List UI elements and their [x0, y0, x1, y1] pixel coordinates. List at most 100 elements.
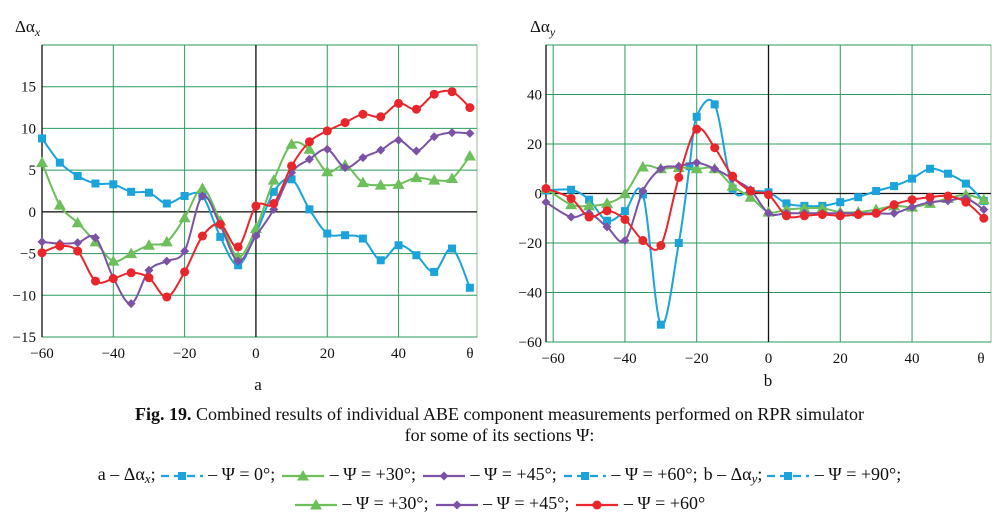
data-point — [465, 128, 475, 138]
data-point — [251, 201, 261, 211]
legend-item: – Ψ = +60° — [575, 491, 705, 515]
legend-symbol-triangle — [282, 469, 325, 481]
x-tick-label: 0 — [252, 346, 260, 362]
legend-symbol-square — [563, 471, 606, 480]
legend-marker — [592, 500, 602, 510]
x-tick-label: 20 — [320, 346, 335, 362]
data-point — [71, 216, 84, 228]
data-point — [692, 112, 701, 121]
chart-a-delta-alpha-x: −15 −10 −5 0 5 10 15 −60 −40 −20 0 20 40 θ Δαx a — [13, 17, 478, 394]
data-point — [125, 247, 138, 259]
y-tick-label: 10 — [21, 121, 36, 137]
legend-label: – Ψ = +45°; — [466, 464, 557, 484]
data-point — [376, 112, 386, 122]
legend-prefix-sub: x — [144, 471, 151, 486]
data-point — [447, 128, 457, 138]
data-point — [726, 180, 739, 191]
data-point — [358, 153, 368, 163]
x-tick-label: −20 — [685, 351, 708, 367]
x-tick-label: −40 — [613, 351, 636, 367]
legend-item: a – Δαx; – Ψ = 0°; — [98, 462, 275, 491]
data-point — [323, 229, 332, 238]
data-point — [447, 87, 457, 97]
y-tick-label: −40 — [519, 286, 542, 302]
x-tick-label: 0 — [765, 351, 773, 367]
data-point — [410, 171, 423, 183]
legend-row-2: – Ψ = +30°; – Ψ = +45°; – Ψ = +60° — [0, 491, 999, 515]
data-point — [429, 89, 439, 99]
data-point — [144, 265, 154, 275]
data-point — [620, 236, 630, 246]
data-point — [180, 192, 189, 201]
data-point — [541, 184, 551, 194]
data-point — [376, 145, 386, 155]
data-point — [566, 193, 576, 203]
legend-panel-prefix: b – Δαy; — [704, 464, 763, 486]
data-point — [287, 161, 297, 171]
data-point — [764, 208, 773, 218]
data-point — [269, 199, 279, 209]
data-point — [871, 208, 881, 218]
data-point — [267, 174, 280, 185]
data-point — [674, 172, 684, 182]
x-axis-label: θ — [977, 351, 984, 367]
y-tick-label: −15 — [13, 330, 36, 346]
data-point — [429, 132, 439, 142]
data-point — [782, 199, 791, 208]
data-point — [602, 222, 612, 232]
legend-label: – Ψ = +60° — [619, 493, 706, 513]
x-tick-label: −20 — [173, 346, 196, 362]
data-point — [636, 161, 649, 172]
data-point — [674, 239, 683, 247]
data-point — [394, 98, 404, 108]
data-point — [55, 158, 64, 167]
data-point — [746, 186, 756, 196]
data-point — [656, 240, 666, 250]
data-point — [979, 205, 989, 215]
legend-item: – Ψ = +30°; — [294, 491, 429, 515]
data-point — [943, 191, 953, 201]
legend-item: – Ψ = +60°; — [563, 462, 698, 486]
data-point — [690, 162, 703, 174]
legend-marker — [297, 469, 310, 481]
data-point — [180, 246, 190, 256]
series-circle-e8262b — [37, 87, 475, 302]
legend-item: – Ψ = +45°; — [422, 462, 557, 486]
data-point — [73, 246, 83, 256]
data-point — [565, 198, 578, 210]
data-point — [392, 178, 405, 189]
x-tick-label: 40 — [391, 346, 406, 362]
data-point — [692, 158, 702, 168]
data-point — [566, 212, 576, 222]
data-point — [358, 234, 367, 243]
data-point — [38, 134, 46, 143]
data-point — [126, 299, 136, 309]
panel-label: b — [764, 371, 773, 390]
data-point — [890, 182, 899, 191]
legend-symbol-circle — [576, 500, 619, 510]
legend-symbol-diamond — [423, 471, 466, 481]
legend-symbol-square — [160, 471, 203, 480]
data-point — [448, 244, 457, 253]
legend-symbol-diamond — [435, 500, 478, 510]
data-point — [854, 193, 863, 202]
legend: a – Δαx; – Ψ = 0°; – Ψ = +30°; – Ψ = +45… — [0, 462, 999, 515]
data-point — [162, 292, 172, 302]
data-point — [710, 143, 720, 153]
data-point — [428, 174, 441, 185]
data-point — [144, 273, 154, 283]
data-point — [835, 211, 845, 221]
legend-symbol-triangle — [294, 498, 337, 510]
data-point — [584, 212, 594, 222]
legend-label: – Ψ = 0°; — [203, 464, 276, 484]
data-point — [287, 175, 296, 184]
data-point — [411, 146, 421, 156]
data-point — [303, 143, 316, 154]
data-point — [142, 239, 155, 250]
data-point — [446, 172, 459, 183]
figure-label: Fig. 19. — [135, 404, 192, 424]
data-point — [322, 144, 332, 154]
legend-symbol-square — [767, 471, 810, 480]
data-point — [340, 163, 350, 173]
data-point — [817, 210, 827, 220]
